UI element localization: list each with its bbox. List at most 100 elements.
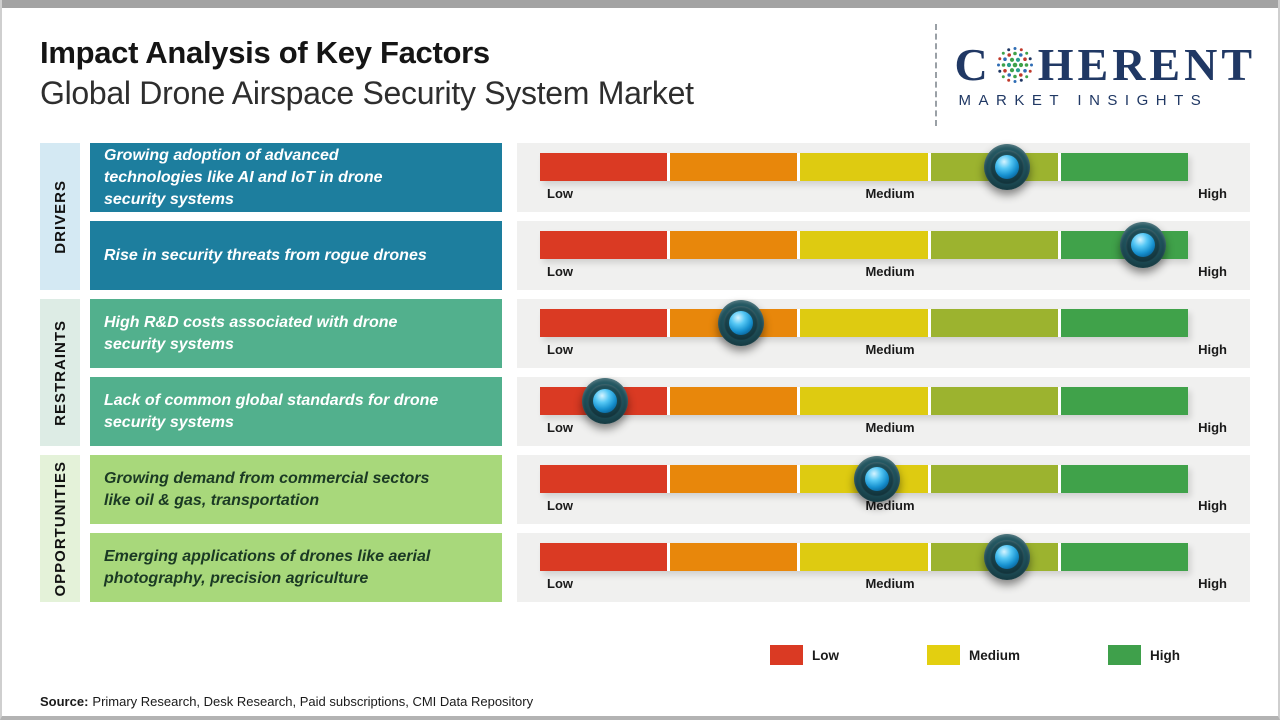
company-logo: C HERENT MARKET INSIGHTS	[954, 38, 1257, 109]
factor-card: High R&D costs associated with drone sec…	[90, 299, 502, 368]
scale-label-low: Low	[547, 576, 573, 591]
top-border-strip	[2, 0, 1278, 8]
impact-marker-orb	[1119, 222, 1166, 268]
bar-segment	[800, 231, 928, 259]
page-subtitle: Global Drone Airspace Security System Ma…	[40, 74, 694, 111]
bar-segment	[800, 309, 928, 337]
impact-marker-orb	[983, 144, 1030, 190]
factor-text: Rise in security threats from rogue dron…	[104, 246, 427, 264]
bar-segment	[540, 153, 668, 181]
scale-label-medium: Medium	[865, 576, 915, 591]
legend-swatch-high	[1107, 645, 1141, 665]
dashed-divider	[934, 24, 937, 126]
impact-gradient-bar	[540, 300, 1189, 346]
logo-letter-c: C	[954, 38, 992, 90]
legend-label: High	[1149, 647, 1180, 663]
globe-dots-icon	[996, 46, 1033, 83]
impact-marker-orb	[581, 378, 628, 424]
factor-card: Lack of common global standards for dron…	[90, 377, 502, 446]
legend-item-high: High	[1107, 645, 1180, 665]
scale-label-high: High	[1198, 420, 1227, 435]
factor-row: Lack of common global standards for dron…	[90, 377, 1250, 446]
scale-label-high: High	[1198, 342, 1227, 357]
logo-wordmark: C HERENT	[954, 38, 1257, 90]
impact-scale: Low Medium High	[517, 143, 1250, 212]
impact-matrix: DRIVERS Growing adoption of advanced tec…	[40, 143, 1250, 611]
scale-label-low: Low	[547, 342, 573, 357]
scale-label-high: High	[1198, 498, 1227, 513]
factor-text: High R&D costs associated with drone sec…	[104, 313, 398, 353]
scale-label-medium: Medium	[865, 186, 915, 201]
source-text: Primary Research, Desk Research, Paid su…	[92, 694, 534, 709]
bar-segment	[1060, 309, 1189, 337]
impact-marker-orb	[717, 300, 764, 346]
source-line: Source: Primary Research, Desk Research, …	[40, 694, 533, 709]
impact-scale: Low Medium High	[517, 221, 1250, 290]
factor-text: Lack of common global standards for dron…	[104, 391, 439, 431]
impact-scale: Low Medium High	[517, 455, 1250, 524]
impact-gradient-bar	[540, 144, 1189, 190]
factor-row: Growing demand from commercial sectors l…	[90, 455, 1250, 524]
category-label-opportunities: OPPORTUNITIES	[40, 455, 80, 602]
bar-segment	[1060, 153, 1189, 181]
bar-segment	[800, 153, 928, 181]
impact-marker-orb	[983, 534, 1030, 580]
bar-segment	[930, 309, 1058, 337]
source-label: Source:	[40, 694, 89, 709]
category-label-restraints: RESTRAINTS	[40, 299, 80, 446]
impact-gradient-bar	[540, 222, 1189, 268]
impact-scale: Low Medium High	[517, 377, 1250, 446]
group-opportunities: OPPORTUNITIES Growing demand from commer…	[40, 455, 1250, 602]
group-drivers: DRIVERS Growing adoption of advanced tec…	[40, 143, 1250, 290]
legend-item-medium: Medium	[926, 645, 1020, 665]
legend-swatch-low	[770, 645, 803, 665]
scale-label-low: Low	[547, 498, 573, 513]
legend-label: Medium	[968, 647, 1020, 663]
bar-segment	[670, 231, 798, 259]
bar-segment	[1060, 387, 1189, 415]
bar-segment	[800, 387, 928, 415]
impact-marker-orb	[853, 456, 900, 502]
factor-card: Rise in security threats from rogue dron…	[90, 221, 502, 290]
scale-label-low: Low	[547, 264, 573, 279]
legend-swatch-medium	[926, 645, 960, 665]
scale-label-medium: Medium	[865, 420, 915, 435]
bar-segment	[540, 465, 668, 493]
bar-segment	[540, 309, 668, 337]
bar-segment	[670, 543, 798, 571]
impact-gradient-bar	[540, 378, 1189, 424]
factor-row: High R&D costs associated with drone sec…	[90, 299, 1250, 368]
bar-segment	[670, 465, 798, 493]
scale-label-low: Low	[547, 420, 573, 435]
factor-row: Rise in security threats from rogue dron…	[90, 221, 1250, 290]
bar-segment	[670, 387, 798, 415]
impact-gradient-bar	[540, 534, 1189, 580]
scale-label-high: High	[1198, 186, 1227, 201]
bar-segment	[540, 543, 668, 571]
factor-card: Emerging applications of drones like aer…	[90, 533, 502, 602]
group-restraints: RESTRAINTS High R&D costs associated wit…	[40, 299, 1250, 446]
header: Impact Analysis of Key Factors Global Dr…	[40, 34, 694, 114]
factor-text: Growing demand from commercial sectors l…	[104, 469, 430, 509]
bar-segment	[930, 387, 1058, 415]
bar-segment	[670, 153, 798, 181]
scale-label-high: High	[1198, 264, 1227, 279]
scale-label-medium: Medium	[865, 342, 915, 357]
factor-row: Emerging applications of drones like aer…	[90, 533, 1250, 602]
legend: Low Medium High	[770, 645, 1180, 665]
factor-card: Growing adoption of advanced technologie…	[90, 143, 502, 212]
bar-segment	[540, 231, 668, 259]
category-label-drivers: DRIVERS	[40, 143, 80, 290]
page-title: Impact Analysis of Key Factors	[40, 35, 490, 70]
logo-tagline: MARKET INSIGHTS	[958, 91, 1209, 109]
factor-text: Emerging applications of drones like aer…	[104, 547, 431, 587]
bar-segment	[1060, 543, 1189, 571]
legend-item-low: Low	[770, 645, 839, 665]
bar-segment	[930, 231, 1058, 259]
bar-segment	[800, 543, 928, 571]
legend-label: Low	[812, 647, 839, 663]
scale-label-high: High	[1198, 576, 1227, 591]
impact-scale: Low Medium High	[517, 299, 1250, 368]
factor-row: Growing adoption of advanced technologie…	[90, 143, 1250, 212]
